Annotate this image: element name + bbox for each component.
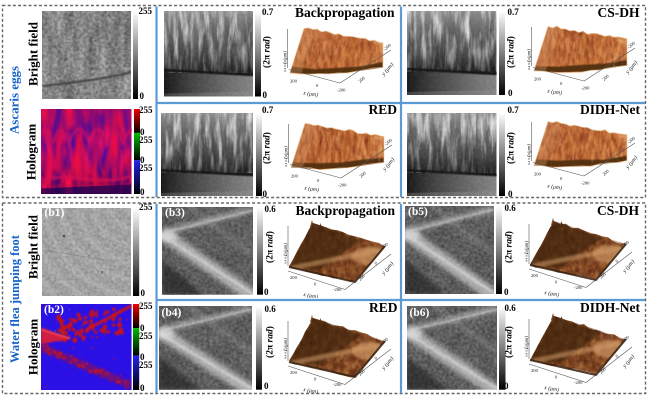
svg-text:200: 200 <box>534 77 542 82</box>
svg-text:-200: -200 <box>581 86 590 91</box>
svg-text:x (μm): x (μm) <box>303 184 320 193</box>
svg-text:-200: -200 <box>581 181 590 186</box>
svg-text:0.4 0.2 0: 0.4 0.2 0 <box>527 58 531 70</box>
svg-text:x (μm): x (μm) <box>546 182 563 191</box>
svg-text:y (μm): y (μm) <box>380 355 396 372</box>
svg-text:0: 0 <box>373 260 379 266</box>
svg-text:0: 0 <box>314 377 317 382</box>
svg-text:200: 200 <box>290 370 298 375</box>
svg-text:200: 200 <box>290 275 298 280</box>
svg-text:-200: -200 <box>333 382 342 387</box>
svg-text:200: 200 <box>291 174 299 179</box>
svg-text:200: 200 <box>358 170 367 179</box>
svg-text:0.4 0.2 0: 0.4 0.2 0 <box>283 60 287 72</box>
svg-text:0.4 0.2 0: 0.4 0.2 0 <box>525 345 529 357</box>
svg-text:L (μm): L (μm) <box>285 146 290 160</box>
svg-text:x (μm): x (μm) <box>302 89 319 98</box>
svg-text:x (μm): x (μm) <box>546 87 563 96</box>
svg-text:L (μm): L (μm) <box>528 144 533 158</box>
svg-text:0.4 0.2 0: 0.4 0.2 0 <box>525 250 529 262</box>
svg-text:-200: -200 <box>383 137 393 147</box>
svg-text:x (μm): x (μm) <box>302 291 319 298</box>
svg-text:200: 200 <box>357 368 366 377</box>
svg-text:0: 0 <box>373 63 379 69</box>
svg-text:200: 200 <box>534 172 542 177</box>
svg-text:y (μm): y (μm) <box>621 258 637 275</box>
svg-text:-200: -200 <box>379 241 389 251</box>
svg-text:L (μm): L (μm) <box>284 338 289 352</box>
svg-text:200: 200 <box>357 75 366 84</box>
svg-text:0.4 0.2 0: 0.4 0.2 0 <box>284 155 288 167</box>
svg-text:L (μm): L (μm) <box>525 241 530 255</box>
svg-text:-200: -200 <box>382 42 392 52</box>
svg-text:L (μm): L (μm) <box>284 243 289 257</box>
svg-text:0: 0 <box>614 258 620 264</box>
svg-text:200: 200 <box>531 273 539 278</box>
svg-text:-200: -200 <box>333 287 342 292</box>
svg-text:-200: -200 <box>337 88 346 93</box>
svg-text:-200: -200 <box>620 334 630 344</box>
svg-text:0: 0 <box>555 280 558 285</box>
svg-text:200: 200 <box>598 271 607 280</box>
svg-text:-200: -200 <box>379 336 389 346</box>
svg-text:0: 0 <box>374 158 380 164</box>
svg-text:x (μm): x (μm) <box>302 386 319 394</box>
svg-text:200: 200 <box>601 73 610 82</box>
svg-text:0: 0 <box>373 355 379 361</box>
svg-text:0: 0 <box>560 81 563 86</box>
svg-text:200: 200 <box>290 79 298 84</box>
svg-text:0: 0 <box>316 83 319 88</box>
svg-text:0.4 0.2 0: 0.4 0.2 0 <box>284 252 288 264</box>
svg-text:-200: -200 <box>574 380 583 385</box>
svg-text:-200: -200 <box>574 285 583 290</box>
svg-text:-200: -200 <box>338 183 347 188</box>
svg-text:0: 0 <box>314 282 317 287</box>
svg-text:200: 200 <box>598 366 607 375</box>
svg-text:-200: -200 <box>620 239 630 249</box>
svg-text:0: 0 <box>317 178 320 183</box>
svg-text:-200: -200 <box>626 135 636 145</box>
svg-text:x (μm): x (μm) <box>543 384 560 394</box>
svg-text:-200: -200 <box>626 40 636 50</box>
svg-text:L (μm): L (μm) <box>528 49 533 63</box>
svg-text:0.4 0.2 0: 0.4 0.2 0 <box>284 347 288 359</box>
svg-text:0: 0 <box>555 375 558 380</box>
svg-text:200: 200 <box>531 368 539 373</box>
svg-text:0: 0 <box>560 176 563 181</box>
svg-text:200: 200 <box>357 273 366 282</box>
svg-text:0.4 0.2 0: 0.4 0.2 0 <box>527 153 531 165</box>
svg-text:L (μm): L (μm) <box>525 336 530 350</box>
svg-text:L (μm): L (μm) <box>284 51 289 65</box>
svg-text:y (μm): y (μm) <box>380 260 396 277</box>
svg-text:0: 0 <box>617 61 623 67</box>
svg-text:y (μm): y (μm) <box>621 353 637 370</box>
svg-text:x (μm): x (μm) <box>543 289 560 298</box>
svg-text:0: 0 <box>617 156 623 162</box>
svg-text:0: 0 <box>614 353 620 359</box>
svg-text:200: 200 <box>601 168 610 177</box>
